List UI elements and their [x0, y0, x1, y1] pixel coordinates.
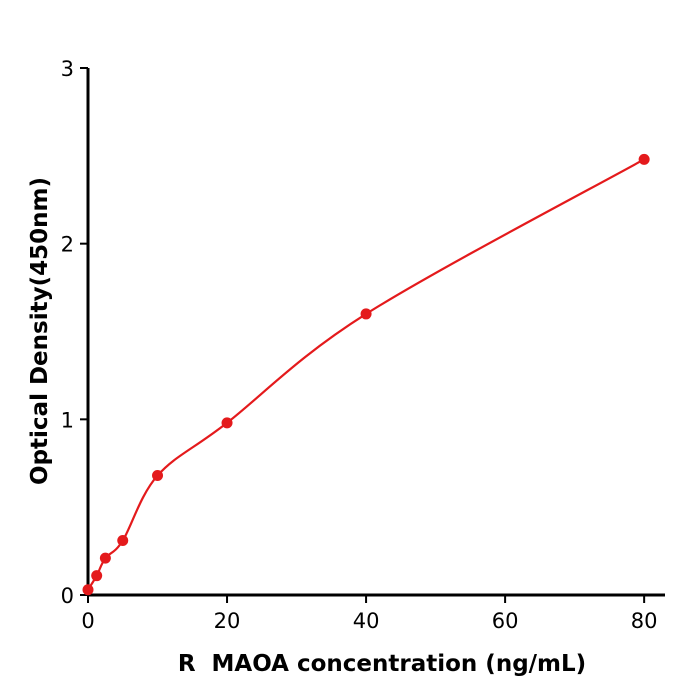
y-tick-label: 0	[61, 584, 74, 608]
data-point	[99, 552, 111, 564]
data-point	[117, 535, 129, 547]
data-point	[82, 584, 94, 596]
x-tick-label: 80	[631, 609, 658, 633]
y-axis-label: Optical Density(450nm)	[27, 177, 53, 485]
data-point	[638, 153, 650, 165]
y-tick-label: 1	[61, 408, 74, 432]
x-tick-label: 60	[492, 609, 519, 633]
y-tick-label: 2	[61, 233, 74, 257]
x-tick-label: 20	[214, 609, 241, 633]
x-axis-label: R MAOA concentration (ng/mL)	[177, 651, 587, 677]
data-point	[152, 470, 164, 482]
x-tick-label: 40	[353, 609, 380, 633]
data-point	[221, 417, 233, 429]
data-point	[360, 308, 372, 320]
data-point	[91, 570, 103, 582]
y-tick-label: 3	[61, 57, 74, 81]
fitted-curve	[87, 158, 645, 591]
x-tick-label: 0	[81, 609, 94, 633]
